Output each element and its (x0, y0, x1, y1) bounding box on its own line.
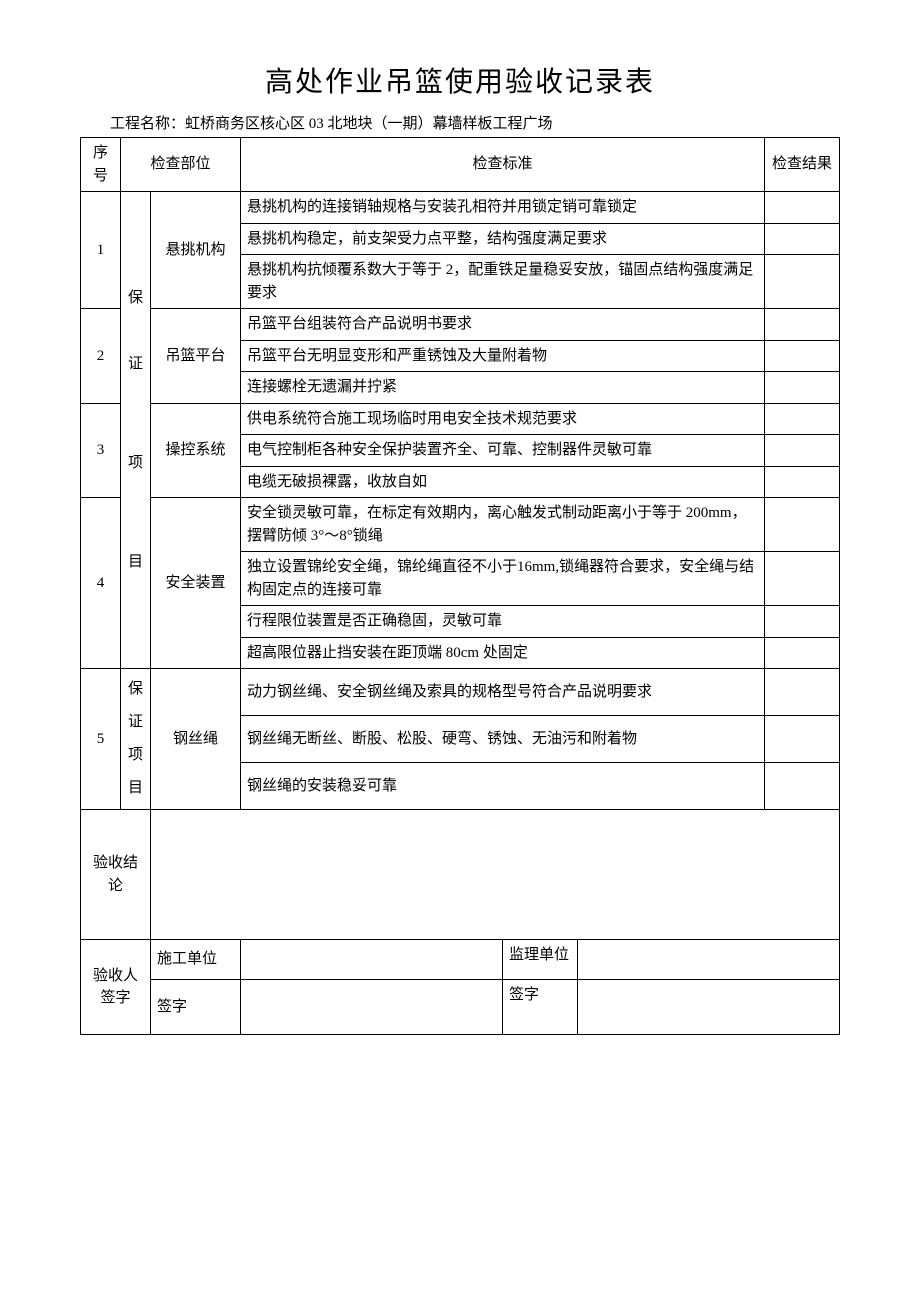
result-cell (765, 192, 840, 224)
standard-cell: 钢丝绳无断丝、断股、松股、硬弯、锈蚀、无油污和附着物 (241, 716, 765, 763)
standard-cell: 超高限位器止挡安装在距顶端 80cm 处固定 (241, 637, 765, 669)
signature-row-label: 验收人签字 (81, 940, 151, 1035)
supervision-sign-area: 签字 (241, 980, 840, 1035)
conclusion-row: 验收结论 (81, 810, 840, 940)
result-cell (765, 466, 840, 498)
part-4: 安全装置 (151, 498, 241, 669)
header-inspect-standard: 检查标准 (241, 138, 765, 192)
result-cell (765, 763, 840, 810)
result-cell (765, 403, 840, 435)
result-cell (765, 606, 840, 638)
standard-cell: 行程限位装置是否正确稳固，灵敏可靠 (241, 606, 765, 638)
conclusion-content (151, 810, 840, 940)
category-2: 保 证 项 目 (121, 669, 151, 810)
result-cell (765, 716, 840, 763)
standard-cell: 悬挑机构抗倾覆系数大于等于 2，配重铁足量稳妥安放，锚固点结构强度满足要求 (241, 255, 765, 309)
supervision-unit-label: 监理单位 (503, 940, 578, 979)
header-inspect-result: 检查结果 (765, 138, 840, 192)
signature-row-1: 验收人签字施工单位监理单位 (81, 940, 840, 980)
standard-cell: 悬挑机构稳定，前支架受力点平整，结构强度满足要求 (241, 223, 765, 255)
seq-3: 3 (81, 403, 121, 498)
result-cell (765, 498, 840, 552)
document-title: 高处作业吊篮使用验收记录表 (80, 60, 840, 100)
table-row: 5 保 证 项 目 钢丝绳 动力钢丝绳、安全钢丝绳及索具的规格型号符合产品说明要… (81, 669, 840, 716)
standard-cell: 钢丝绳的安装稳妥可靠 (241, 763, 765, 810)
part-1: 悬挑机构 (151, 192, 241, 309)
standard-cell: 悬挑机构的连接销轴规格与安装孔相符并用锁定销可靠锁定 (241, 192, 765, 224)
standard-cell: 连接螺栓无遗漏并拧紧 (241, 372, 765, 404)
seq-1: 1 (81, 192, 121, 309)
standard-cell: 电气控制柜各种安全保护装置齐全、可靠、控制器件灵敏可靠 (241, 435, 765, 467)
result-cell (765, 435, 840, 467)
construction-blank (241, 940, 503, 979)
result-cell (765, 669, 840, 716)
supervision-sign-blank (578, 980, 839, 1034)
inspection-table: 序号 检查部位 检查标准 检查结果 1 保 证 项 目 悬挑机构 悬挑机构的连接… (80, 137, 840, 1035)
seq-4: 4 (81, 498, 121, 669)
construction-sign-blank (241, 980, 503, 1034)
table-row: 2 吊篮平台 吊篮平台组装符合产品说明书要求 (81, 309, 840, 341)
supervision-blank (578, 940, 839, 979)
result-cell (765, 223, 840, 255)
seq-5: 5 (81, 669, 121, 810)
supervision-sign-label: 签字 (503, 980, 578, 1034)
part-5: 钢丝绳 (151, 669, 241, 810)
seq-2: 2 (81, 309, 121, 404)
part-3: 操控系统 (151, 403, 241, 498)
standard-cell: 吊篮平台无明显变形和严重锈蚀及大量附着物 (241, 340, 765, 372)
standard-cell: 独立设置锦纶安全绳，锦纶绳直径不小于16mm,锁绳器符合要求，安全绳与结构固定点… (241, 552, 765, 606)
header-row: 序号 检查部位 检查标准 检查结果 (81, 138, 840, 192)
project-name: 工程名称：虹桥商务区核心区 03 北地块（一期）幕墙样板工程广场 (80, 112, 840, 133)
result-cell (765, 309, 840, 341)
header-inspect-part: 检查部位 (121, 138, 241, 192)
construction-unit-label: 施工单位 (151, 940, 241, 980)
category-1: 保 证 项 目 (121, 192, 151, 669)
standard-cell: 吊篮平台组装符合产品说明书要求 (241, 309, 765, 341)
header-seq: 序号 (81, 138, 121, 192)
result-cell (765, 637, 840, 669)
standard-cell: 电缆无破损裸露，收放自如 (241, 466, 765, 498)
result-cell (765, 340, 840, 372)
construction-sign-label: 签字 (151, 980, 241, 1035)
result-cell (765, 552, 840, 606)
standard-cell: 供电系统符合施工现场临时用电安全技术规范要求 (241, 403, 765, 435)
table-row: 4 安全装置 安全锁灵敏可靠，在标定有效期内，离心触发式制动距离小于等于 200… (81, 498, 840, 552)
conclusion-label: 验收结论 (81, 810, 151, 940)
part-2: 吊篮平台 (151, 309, 241, 404)
result-cell (765, 372, 840, 404)
standard-cell: 动力钢丝绳、安全钢丝绳及索具的规格型号符合产品说明要求 (241, 669, 765, 716)
supervision-unit-area: 监理单位 (241, 940, 840, 980)
standard-cell: 安全锁灵敏可靠，在标定有效期内，离心触发式制动距离小于等于 200mm，摆臂防倾… (241, 498, 765, 552)
table-row: 3 操控系统 供电系统符合施工现场临时用电安全技术规范要求 (81, 403, 840, 435)
result-cell (765, 255, 840, 309)
table-row: 1 保 证 项 目 悬挑机构 悬挑机构的连接销轴规格与安装孔相符并用锁定销可靠锁… (81, 192, 840, 224)
signature-row-2: 签字 签字 (81, 980, 840, 1035)
